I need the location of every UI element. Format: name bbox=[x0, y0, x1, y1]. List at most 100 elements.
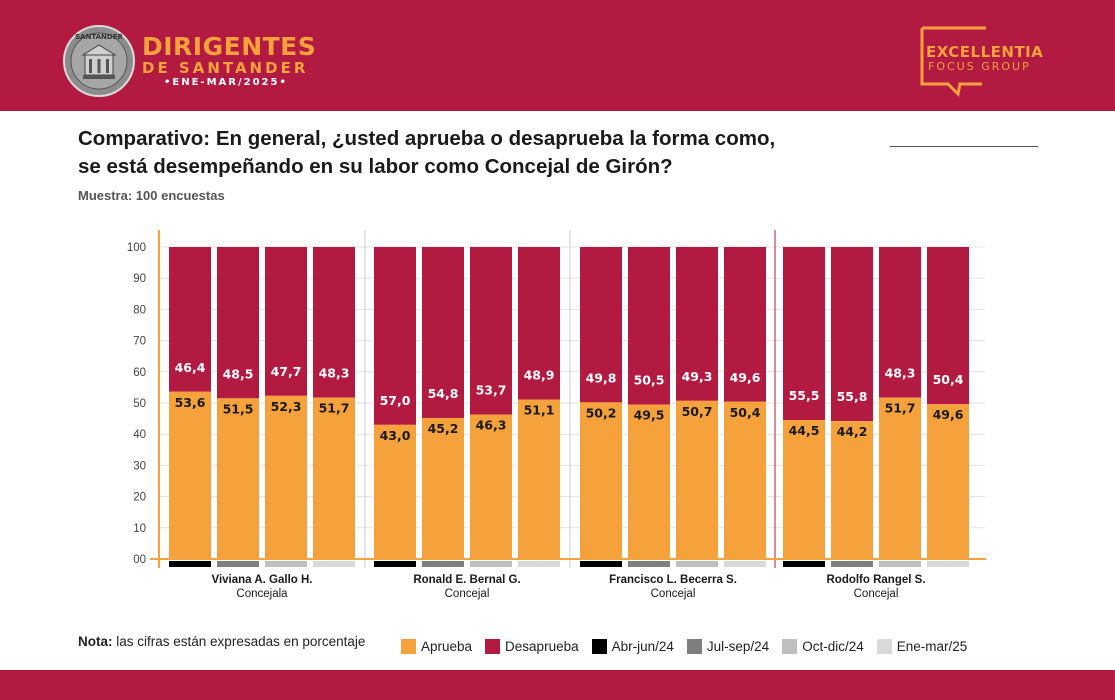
legend-item: Abr-jun/24 bbox=[591, 638, 674, 654]
data-label-aprueba: 45,2 bbox=[428, 421, 459, 436]
bar-desaprueba bbox=[313, 247, 355, 398]
bar-desaprueba bbox=[879, 247, 921, 398]
data-label-aprueba: 49,6 bbox=[933, 407, 964, 422]
data-label-aprueba: 43,0 bbox=[380, 428, 411, 443]
bar-desaprueba bbox=[783, 247, 825, 421]
y-tick-label: 100 bbox=[127, 242, 146, 254]
data-label-aprueba: 51,7 bbox=[885, 401, 916, 416]
period-marker bbox=[265, 561, 307, 567]
data-label-desaprueba: 47,7 bbox=[271, 364, 302, 379]
legend-label: Aprueba bbox=[421, 638, 473, 654]
bar-desaprueba bbox=[374, 247, 416, 425]
data-label-aprueba: 49,5 bbox=[634, 408, 665, 423]
legend-item: Jul-sep/24 bbox=[686, 638, 770, 654]
bar-aprueba bbox=[628, 404, 670, 559]
legend-swatch bbox=[876, 638, 892, 654]
period-marker bbox=[927, 561, 969, 567]
group-name-label: Rodolfo Rangel S. bbox=[826, 574, 925, 586]
brand-line1: DIRIGENTES bbox=[142, 32, 317, 61]
bar-desaprueba bbox=[169, 247, 211, 392]
y-tick-label: 20 bbox=[133, 492, 146, 504]
data-label-desaprueba: 48,3 bbox=[319, 366, 350, 381]
sample-size: Muestra: 100 encuestas bbox=[78, 188, 225, 203]
y-tick-label: 50 bbox=[133, 398, 146, 410]
speech-bubble-icon bbox=[920, 26, 986, 98]
y-tick-label: 60 bbox=[133, 367, 146, 379]
bar-aprueba bbox=[374, 424, 416, 559]
bar-aprueba bbox=[518, 399, 560, 559]
data-label-aprueba: 50,4 bbox=[730, 405, 761, 420]
legend-swatch bbox=[686, 638, 702, 654]
bar-aprueba bbox=[580, 402, 622, 559]
bar-aprueba bbox=[265, 395, 307, 559]
period-marker bbox=[879, 561, 921, 567]
data-label-desaprueba: 48,5 bbox=[223, 366, 254, 381]
data-label-desaprueba: 48,9 bbox=[524, 368, 555, 383]
period-marker bbox=[374, 561, 416, 567]
legend-label: Jul-sep/24 bbox=[706, 638, 770, 654]
title-line1: Comparativo: En general, ¿usted aprueba … bbox=[78, 127, 776, 150]
group-role-label: Concejal bbox=[854, 588, 899, 600]
data-label-aprueba: 51,1 bbox=[524, 403, 555, 418]
bar-desaprueba bbox=[470, 247, 512, 415]
data-label-aprueba: 51,7 bbox=[319, 401, 350, 416]
chart-title: Comparativo: En general, ¿usted aprueba … bbox=[78, 125, 1038, 181]
partner-subtitle: FOCUS GROUP bbox=[928, 60, 1031, 73]
data-label-desaprueba: 55,5 bbox=[789, 388, 820, 403]
data-label-desaprueba: 48,3 bbox=[885, 366, 916, 381]
group-name-label: Ronald E. Bernal G. bbox=[413, 574, 520, 586]
bar-desaprueba bbox=[580, 247, 622, 403]
legend-swatch bbox=[485, 638, 501, 654]
santander-seal-logo: SANTANDER bbox=[63, 25, 135, 97]
legend-label: Desaprueba bbox=[505, 638, 579, 654]
note-text: las cifras están expresadas en porcentaj… bbox=[116, 634, 366, 649]
data-label-desaprueba: 50,4 bbox=[933, 372, 964, 387]
bar-aprueba bbox=[422, 417, 464, 559]
bar-aprueba bbox=[724, 401, 766, 559]
period-marker bbox=[422, 561, 464, 567]
period-marker bbox=[628, 561, 670, 567]
data-label-desaprueba: 49,8 bbox=[586, 370, 617, 385]
bar-desaprueba bbox=[927, 247, 969, 405]
data-label-aprueba: 50,2 bbox=[586, 405, 617, 420]
brand-line2: DE SANTANDER bbox=[142, 59, 309, 77]
data-label-desaprueba: 57,0 bbox=[380, 393, 411, 408]
group-name-label: Francisco L. Becerra S. bbox=[609, 574, 737, 586]
bar-desaprueba bbox=[265, 247, 307, 396]
y-tick-label: 10 bbox=[133, 523, 146, 535]
data-label-aprueba: 44,5 bbox=[789, 423, 820, 438]
period-marker bbox=[783, 561, 825, 567]
group-role-label: Concejala bbox=[236, 588, 288, 600]
note: Nota: las cifras están expresadas en por… bbox=[78, 634, 365, 649]
group-name-label: Viviana A. Gallo H. bbox=[212, 574, 313, 586]
title-line2: se está desempeñando en su labor como Co… bbox=[78, 155, 673, 178]
legend-item: Desaprueba bbox=[485, 638, 579, 654]
data-label-aprueba: 46,3 bbox=[476, 418, 507, 433]
data-label-aprueba: 53,6 bbox=[175, 395, 206, 410]
y-tick-label: 70 bbox=[133, 336, 146, 348]
bar-aprueba bbox=[783, 420, 825, 559]
data-label-desaprueba: 55,8 bbox=[837, 389, 868, 404]
group-role-label: Concejal bbox=[651, 588, 696, 600]
period-marker bbox=[217, 561, 259, 567]
brand-period: •ENE-MAR/2025• bbox=[164, 77, 288, 88]
y-tick-label: 30 bbox=[133, 460, 146, 472]
seal-text: SANTANDER bbox=[75, 33, 123, 41]
y-tick-label: 40 bbox=[133, 429, 146, 441]
legend-label: Abr-jun/24 bbox=[611, 638, 674, 654]
y-tick-label: 80 bbox=[133, 304, 146, 316]
data-label-desaprueba: 46,4 bbox=[175, 360, 206, 375]
chart-legend: Aprueba Desaprueba Abr-jun/24 Jul-sep/24 Oct… bbox=[401, 636, 980, 656]
period-marker bbox=[676, 561, 718, 567]
bar-desaprueba bbox=[422, 247, 464, 418]
footer-banner bbox=[0, 670, 1115, 700]
bar-desaprueba bbox=[676, 247, 718, 401]
bar-desaprueba bbox=[724, 247, 766, 402]
title-underline-blank bbox=[890, 146, 1038, 147]
data-label-aprueba: 50,7 bbox=[682, 404, 713, 419]
bar-aprueba bbox=[676, 400, 718, 559]
bar-aprueba bbox=[831, 421, 873, 559]
bar-aprueba bbox=[169, 391, 211, 559]
note-label: Nota: bbox=[78, 634, 113, 649]
